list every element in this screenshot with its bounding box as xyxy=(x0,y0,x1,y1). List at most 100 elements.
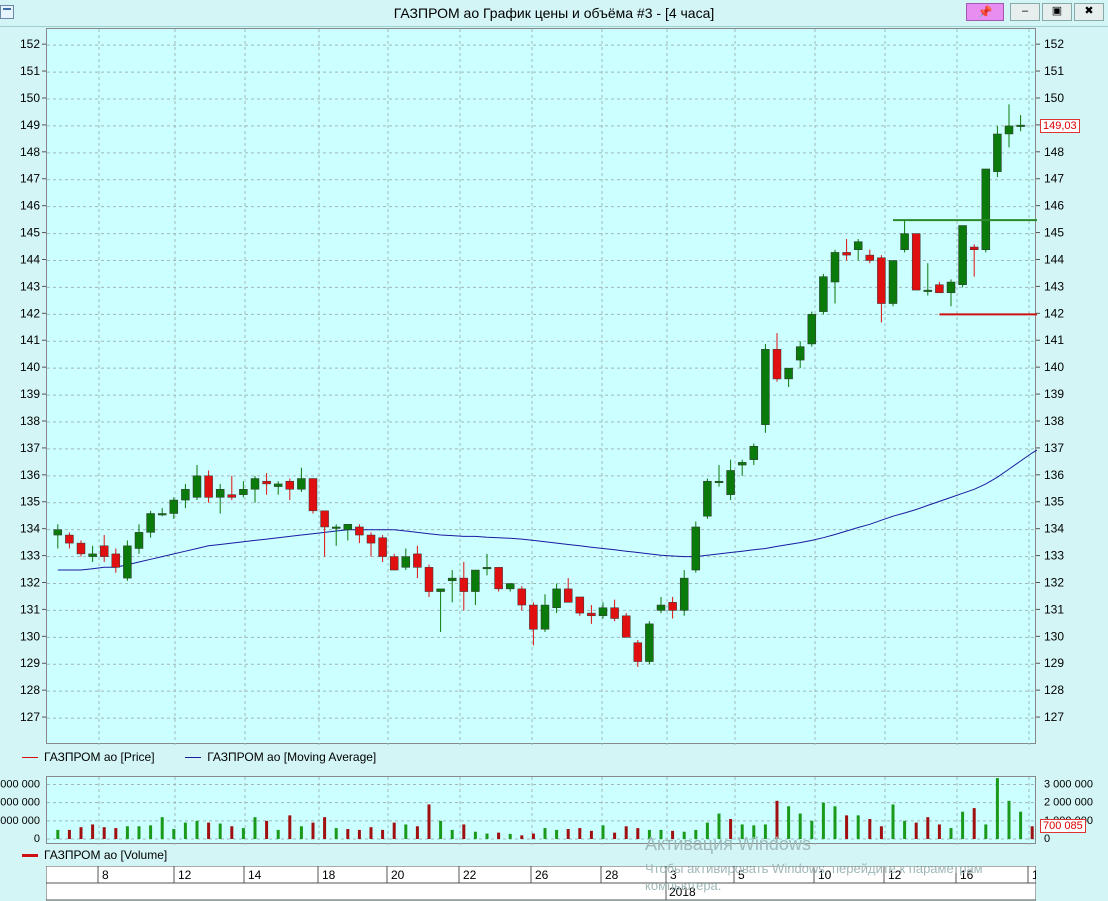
candle-body xyxy=(413,553,422,568)
volume-bar xyxy=(160,817,164,839)
price-chart-panel[interactable] xyxy=(46,28,1037,745)
price-tick-label-right: 148 xyxy=(1044,145,1064,159)
candle xyxy=(436,588,445,632)
candle xyxy=(239,481,248,498)
restore-icon[interactable]: ▣ xyxy=(1042,3,1072,21)
candle xyxy=(320,510,329,557)
candle xyxy=(529,602,538,646)
price-tick-label-right: 142 xyxy=(1044,306,1064,320)
candle xyxy=(215,483,225,514)
price-tick-label-right: 129 xyxy=(1044,656,1064,670)
window-titlebar: ГАЗПРОМ ао График цены и объёма #3 - [4 … xyxy=(0,0,1108,27)
volume-bar xyxy=(67,829,71,839)
price-tick-label-left: 130 xyxy=(20,629,40,643)
volume-bar xyxy=(729,819,733,839)
price-tick-label-right: 131 xyxy=(1044,602,1064,616)
date-tick-label: 26 xyxy=(535,868,549,882)
date-tick-label: 12 xyxy=(178,868,192,882)
candle-body xyxy=(714,480,724,483)
candle-body xyxy=(447,577,457,582)
candle-body xyxy=(517,588,527,606)
price-tick-label-left: 128 xyxy=(20,683,40,697)
date-tick-label: 10 xyxy=(818,868,832,882)
candle-body xyxy=(204,475,213,498)
candle xyxy=(958,225,967,288)
volume-legend: ГАЗПРОМ ао [Volume] xyxy=(22,848,167,862)
date-tick-label: 5 xyxy=(738,868,745,882)
price-tick-label-left: 148 xyxy=(20,145,40,159)
volume-bar xyxy=(856,815,860,839)
candle xyxy=(297,467,306,492)
candle-body xyxy=(482,567,492,570)
candle xyxy=(355,524,364,544)
candle xyxy=(517,586,527,611)
volume-bar xyxy=(833,806,837,839)
volume-chart[interactable] xyxy=(47,777,1037,845)
candle-body xyxy=(192,475,202,498)
candle xyxy=(401,548,411,571)
volume-bar xyxy=(485,833,489,839)
candle xyxy=(262,473,271,495)
candle-body xyxy=(1016,124,1025,127)
date-tick-label: 20 xyxy=(391,868,405,882)
moving-average-line xyxy=(57,449,1037,571)
volume-chart-panel[interactable] xyxy=(46,776,1037,845)
window-title: ГАЗПРОМ ао График цены и объёма #3 - [4 … xyxy=(393,5,715,21)
volume-bar xyxy=(276,829,280,839)
volume-bar xyxy=(961,811,965,839)
candle xyxy=(865,249,875,264)
app-icon[interactable] xyxy=(0,5,14,19)
price-tick-label-right: 137 xyxy=(1044,441,1064,455)
minimize-icon[interactable]: ‒ xyxy=(1010,3,1040,21)
candle-body xyxy=(111,553,121,568)
candle-body xyxy=(575,596,585,614)
candle-body xyxy=(262,480,271,485)
candle xyxy=(181,483,190,509)
price-tick-label-right: 138 xyxy=(1044,414,1064,428)
candle xyxy=(726,459,735,501)
candle-body xyxy=(911,233,921,291)
price-tick-label-left: 137 xyxy=(20,441,40,455)
candle xyxy=(621,613,631,638)
volume-bar xyxy=(369,827,373,839)
price-tick-label-left: 129 xyxy=(20,656,40,670)
candle-body xyxy=(320,510,329,528)
price-tick-label-right: 128 xyxy=(1044,683,1064,697)
volume-bar xyxy=(531,833,535,839)
price-tick-label-right: 145 xyxy=(1044,226,1064,240)
volume-bar xyxy=(450,829,454,839)
candle-body xyxy=(772,349,782,380)
volume-tick-label-right: 3 000 000 xyxy=(1044,778,1093,790)
candle-body xyxy=(668,602,677,611)
candle xyxy=(819,273,828,315)
volume-bar xyxy=(589,830,593,839)
volume-legend-swatch xyxy=(22,854,38,858)
candle xyxy=(227,475,237,501)
candle-body xyxy=(343,524,353,530)
volume-bar xyxy=(543,828,547,839)
pin-icon[interactable]: 📌 xyxy=(966,3,1004,21)
close-icon[interactable]: ✖ xyxy=(1074,3,1104,21)
price-chart[interactable] xyxy=(47,29,1037,745)
candle-body xyxy=(308,478,318,512)
price-tick-label-left: 140 xyxy=(20,360,40,374)
candle xyxy=(111,548,121,573)
volume-bar xyxy=(1030,826,1034,839)
candle xyxy=(413,545,422,579)
candle-body xyxy=(656,604,666,611)
candle-body xyxy=(239,489,248,495)
volume-bar xyxy=(740,824,744,839)
price-tick-label-right: 143 xyxy=(1044,279,1064,293)
price-tick-label-left: 139 xyxy=(20,387,40,401)
volume-bar xyxy=(566,829,570,839)
candle xyxy=(633,640,643,667)
candle-body xyxy=(76,542,86,555)
candle xyxy=(459,561,469,611)
volume-bar xyxy=(520,835,524,839)
volume-bar xyxy=(903,820,907,839)
candle xyxy=(911,233,921,291)
candle-body xyxy=(355,526,364,536)
price-legend-label: ГАЗПРОМ ао [Price] xyxy=(44,750,155,764)
candle xyxy=(668,596,677,619)
price-tick-label-left: 149 xyxy=(20,118,40,132)
